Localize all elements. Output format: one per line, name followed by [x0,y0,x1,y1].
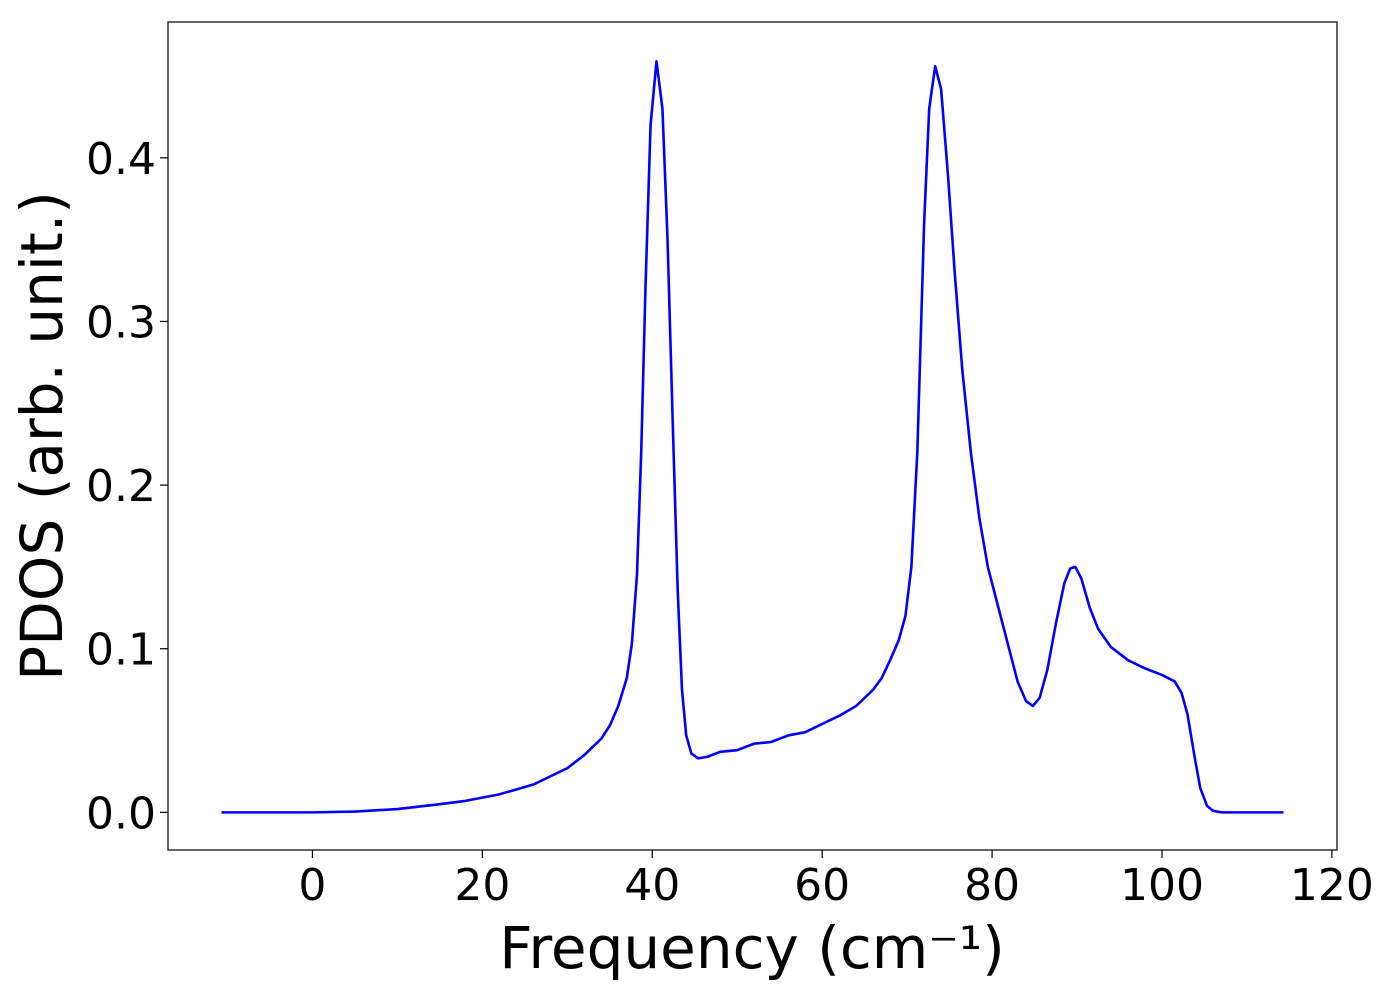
y-tick-label: 0.2 [86,461,156,512]
x-tick-label: 20 [454,860,510,911]
x-axis-label: Frequency (cm⁻¹) [499,914,1005,982]
x-tick-label: 0 [298,860,326,911]
y-axis-label: PDOS (arb. unit.) [8,191,76,681]
x-tick-label: 40 [624,860,680,911]
x-tick-label: 80 [964,860,1020,911]
y-tick-label: 0.3 [86,297,156,348]
y-tick-label: 0.4 [86,134,156,185]
y-tick-label: 0.0 [86,788,156,839]
y-tick-label: 0.1 [86,625,156,676]
x-tick-label: 120 [1290,860,1374,911]
x-tick-label: 60 [794,860,850,911]
data-line [221,59,1284,814]
plot-frame [167,21,1338,851]
x-tick-label: 100 [1120,860,1204,911]
